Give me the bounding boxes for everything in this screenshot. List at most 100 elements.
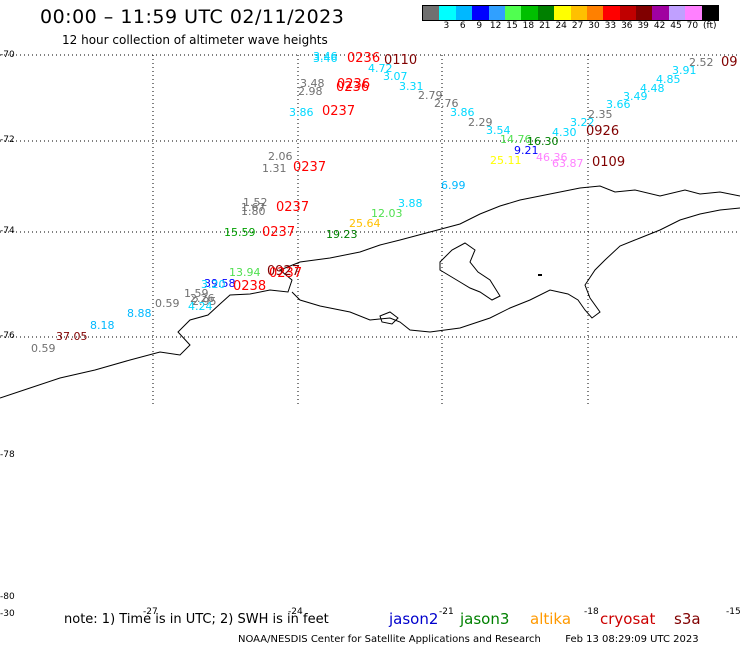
wave-height-value: 39.58 [204, 277, 236, 290]
wave-height-value: 3.20 [201, 278, 226, 291]
wave-height-value: 4.24 [188, 300, 213, 313]
colorbar-label: 3 [443, 21, 450, 31]
colorbar-swatch [439, 6, 456, 20]
wave-height-value: 2.35 [588, 108, 613, 121]
credit-text: NOAA/NESDIS Center for Satellite Applica… [238, 634, 541, 645]
colorbar-label: 18 [522, 21, 535, 31]
wave-height-value: 4.48 [640, 82, 665, 95]
colorbar-swatch [504, 6, 522, 20]
colorbar-swatch [586, 6, 604, 20]
pass-time-label: 0237 [322, 104, 356, 119]
colorbar-swatch [570, 6, 587, 20]
wave-height-value: 9.21 [514, 144, 539, 157]
wave-height-value: 25.64 [349, 217, 381, 230]
colorbar-swatch [636, 6, 653, 20]
wave-height-value: 37.05 [56, 330, 88, 343]
ice-shelf-front [291, 207, 740, 333]
wave-height-value: 19.23 [326, 228, 358, 241]
wave-height-value: 16.30 [527, 135, 559, 148]
small-island [538, 274, 542, 276]
page-title: 00:00 – 11:59 UTC 02/11/2023 [40, 6, 345, 28]
colorbar-swatch [603, 6, 620, 20]
legend-jason2: jason2 [389, 610, 439, 628]
credit-line: NOAA/NESDIS Center for Satellite Applica… [238, 634, 699, 645]
wave-height-value: 3.07 [383, 70, 408, 83]
inland-contour-a [439, 242, 501, 301]
pass-time-label: 0238 [233, 279, 267, 294]
pass-time-label: 0236 [347, 51, 381, 66]
wave-height-value: 8.18 [90, 319, 115, 332]
colorbar-label: 42 [653, 21, 666, 31]
legend-jason3: jason3 [460, 610, 510, 628]
lat-tick-label: -30 [0, 609, 15, 619]
colorbar-label: 6 [459, 21, 466, 31]
wave-height-value: 46.36 [536, 151, 568, 164]
colorbar-swatch [521, 6, 538, 20]
antarctic-coast [0, 185, 740, 399]
wave-height-value: 3.54 [486, 124, 511, 137]
wave-height-value: 2.29 [468, 116, 493, 129]
wave-height-value: 1.31 [262, 162, 287, 175]
legend-cryosat: cryosat [600, 610, 656, 628]
lat-tick-label: -72 [0, 135, 15, 145]
wave-height-value: 4.72 [368, 62, 393, 75]
colorbar-label: 33 [604, 21, 617, 31]
lat-tick-label: -70 [0, 50, 15, 60]
wave-height-value: 2.06 [268, 150, 293, 163]
footer-note: note: 1) Time is in UTC; 2) SWH is in fe… [64, 612, 329, 627]
wave-height-value: 3.86 [289, 106, 314, 119]
colorbar-swatch [685, 6, 702, 20]
colorbar-swatch [455, 6, 473, 20]
pass-time-label: 0109 [592, 155, 626, 170]
pass-time-label: 0237 [269, 266, 303, 281]
wave-height-value: 2.52 [689, 56, 714, 69]
credit-timestamp: Feb 13 08:29:09 UTC 2023 [565, 634, 699, 645]
wave-height-value: 2.26 [190, 292, 215, 305]
inland-contour-b [379, 311, 399, 325]
wave-height-value: 3.86 [450, 106, 475, 119]
pass-time-label: 0110 [384, 53, 418, 68]
coastline [0, 185, 740, 399]
colorbar-label: 30 [588, 21, 600, 31]
wave-height-value: 0.59 [155, 297, 180, 310]
wave-height-value: 3.91 [672, 64, 697, 77]
graticule [0, 54, 740, 405]
wave-height-value: 63.87 [552, 157, 584, 170]
lon-tick-label: -27 [143, 607, 158, 617]
wave-height-value: 1.52 [243, 196, 268, 209]
pass-time-label: 0926 [586, 124, 620, 139]
colorbar-swatch [652, 6, 669, 20]
colorbar-label: 39 [637, 21, 649, 31]
wave-height-value: 2.76 [434, 97, 459, 110]
pass-time-label: 0236 [337, 77, 371, 92]
wave-height-value: 15.59 [224, 226, 256, 239]
wave-height-value: 3.49 [623, 90, 648, 103]
colorbar-swatch [668, 6, 686, 20]
wave-height-value: 1.80 [241, 205, 266, 218]
wave-height-value: 1.67 [241, 201, 266, 214]
wave-height-value: 3.46 [313, 52, 338, 65]
colorbar-label: 45 [670, 21, 682, 31]
wave-height-value: 1.59 [184, 287, 209, 300]
wave-height-value: 6.99 [441, 179, 466, 192]
wave-height-value: 2.95 [192, 295, 217, 308]
colorbar-swatch [554, 6, 571, 20]
wave-height-value: 4.30 [552, 126, 577, 139]
colorbar-label: 36 [621, 21, 633, 31]
colorbar-swatch [423, 6, 440, 20]
pass-time-label: 09 [721, 55, 738, 70]
colorbar-unit: (ft) [703, 21, 717, 31]
colorbar [422, 5, 720, 21]
page-subtitle: 12 hour collection of altimeter wave hei… [62, 33, 328, 47]
wave-height-value: 8.88 [127, 307, 152, 320]
lat-tick-label: -78 [0, 450, 15, 460]
wave-height-value: 2.98 [298, 85, 323, 98]
legend-s3a: s3a [674, 610, 701, 628]
colorbar-label: 21 [539, 21, 551, 31]
wave-height-value: 25.11 [490, 154, 522, 167]
colorbar-label: 24 [555, 21, 567, 31]
pass-time-label: 0927 [267, 264, 301, 279]
colorbar-label: 12 [489, 21, 502, 31]
colorbar-label: 27 [571, 21, 584, 31]
